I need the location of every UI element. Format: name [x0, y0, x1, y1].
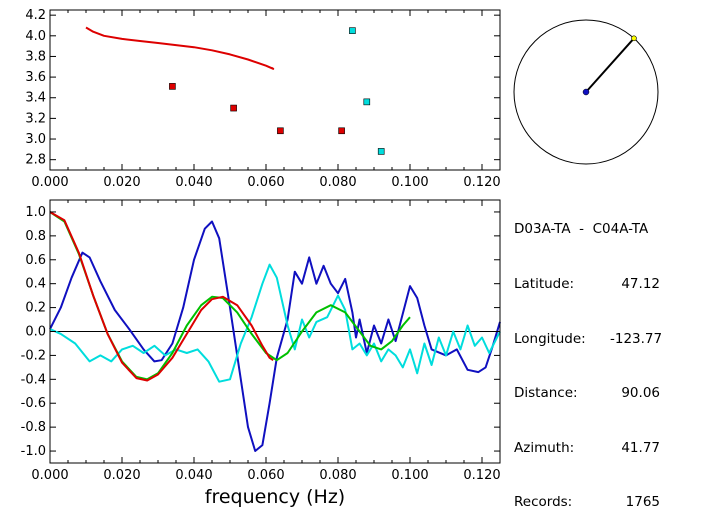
x-tick-label: 0.100	[391, 175, 428, 190]
series-line	[49, 263, 501, 383]
scatter-point	[377, 148, 385, 155]
y-tick-label: 3.8	[25, 49, 46, 64]
plot-frame	[49, 9, 501, 171]
x-tick-label: 0.020	[103, 468, 140, 483]
info-label: Distance:	[514, 385, 578, 402]
scatter-point	[169, 83, 176, 90]
y-tick-label: 0.8	[25, 229, 46, 244]
info-label: Records:	[514, 494, 573, 511]
info-value: -123.77	[610, 330, 663, 347]
x-tick-label: 0.080	[319, 468, 356, 483]
y-tick-label: -0.4	[21, 372, 46, 387]
figure: 0.000 0.020 0.040 0.060 0.080 0.100 0.120 2.8 3.…	[21, 8, 659, 508]
azimuth-circle-plot	[513, 19, 659, 165]
y-tick-label: 4.0	[25, 29, 46, 44]
x-tick-label: 0.020	[103, 175, 140, 190]
info-value: 41.77	[621, 439, 660, 456]
scatter-point	[230, 104, 237, 112]
info-row-latitude: Latitude: 47.12	[514, 275, 660, 293]
info-value: 1765	[625, 494, 660, 511]
x-tick-label: 0.040	[175, 468, 212, 483]
info-label: Latitude:	[514, 276, 575, 293]
x-tick-label: 0.120	[463, 175, 500, 190]
y-tick-label: 3.0	[25, 132, 46, 147]
series-line	[49, 220, 501, 452]
y-tick-label: 0.2	[25, 301, 46, 316]
azimuth-line	[585, 37, 635, 93]
x-tick-label: 0.100	[391, 468, 428, 483]
x-tick-label: 0.080	[319, 175, 356, 190]
info-value: 90.06	[621, 385, 660, 402]
y-tick-label: -0.6	[21, 396, 46, 411]
bottom-coherency-plot: 0.000 0.020 0.040 0.060 0.080 0.100 0.120 1.0 0.…	[21, 199, 501, 508]
station-info-panel: D03A-TA - C04A-TA Latitude: 47.12 Longit…	[514, 184, 663, 530]
x-axis-label: frequency (Hz)	[205, 486, 345, 508]
x-tick-label: 0.060	[247, 175, 284, 190]
info-value: 47.12	[621, 276, 660, 293]
y-tick-label: 3.2	[25, 111, 46, 126]
series-line	[49, 211, 411, 381]
y-tick-label: 4.2	[25, 8, 46, 23]
y-tick-label: 0.6	[25, 253, 46, 268]
y-tick-label: 2.8	[25, 153, 46, 168]
y-tick-label: 0.4	[25, 277, 46, 292]
info-label: Azimuth:	[514, 439, 575, 456]
top-dispersion-plot: 0.000 0.020 0.040 0.060 0.080 0.100 0.120 2.8 3.…	[25, 8, 500, 190]
info-row-azimuth: Azimuth: 41.77	[514, 439, 660, 457]
y-tick-label: 0.0	[25, 325, 46, 340]
x-tick-label: 0.000	[31, 175, 68, 190]
series-line	[85, 26, 275, 70]
y-tick-label: 3.6	[25, 70, 46, 85]
series-line	[49, 211, 274, 382]
azimuth-end-marker	[631, 35, 637, 42]
info-row-longitude: Longitude: -123.77	[514, 330, 663, 348]
y-tick-label: 3.4	[25, 91, 46, 106]
scatter-point	[277, 127, 284, 135]
scatter-point	[349, 27, 356, 34]
x-tick-label: 0.040	[175, 175, 212, 190]
x-tick-label: 0.120	[463, 468, 500, 483]
scatter-point	[338, 127, 345, 135]
info-row-records: Records: 1765	[514, 493, 660, 511]
info-row-distance: Distance: 90.06	[514, 384, 660, 402]
y-tick-label: 1.0	[25, 205, 46, 220]
y-tick-label: -0.8	[21, 420, 46, 435]
scatter-point	[363, 98, 371, 106]
y-tick-label: -1.0	[21, 444, 46, 459]
station-pair-label: D03A-TA - C04A-TA	[514, 221, 649, 238]
y-tick-label: -0.2	[21, 348, 46, 363]
x-tick-label: 0.000	[31, 468, 68, 483]
x-tick-label: 0.060	[247, 468, 284, 483]
azimuth-circle	[513, 19, 659, 165]
center-marker	[582, 88, 590, 96]
info-label: Longitude:	[514, 330, 586, 347]
